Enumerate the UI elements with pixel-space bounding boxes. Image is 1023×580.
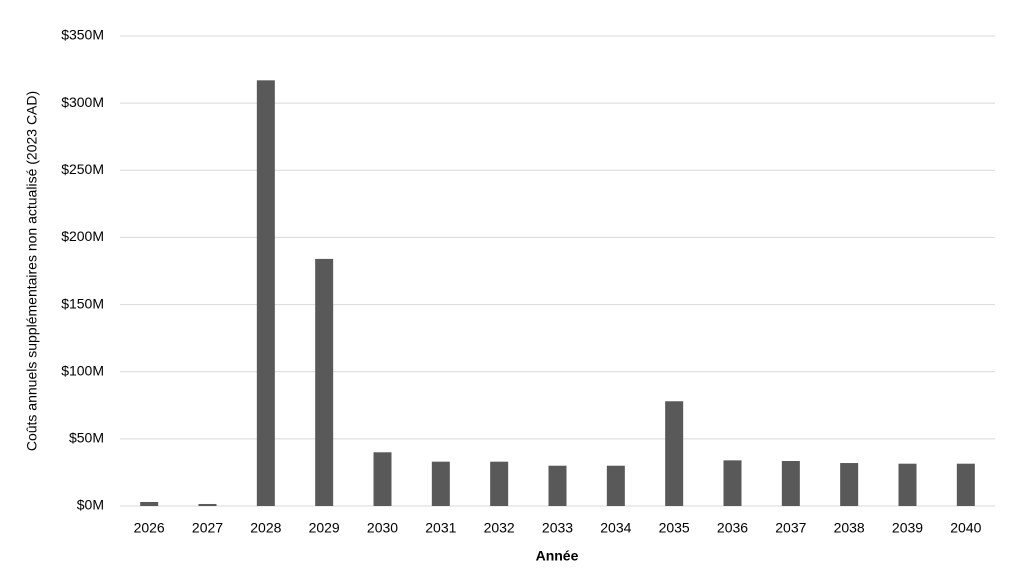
x-tick-label: 2031: [425, 520, 456, 536]
x-tick-label: 2036: [717, 520, 748, 536]
y-tick-label: $50M: [69, 430, 104, 446]
y-tick-label: $300M: [61, 94, 104, 110]
bar: [898, 463, 917, 506]
x-tick-label: 2038: [834, 520, 865, 536]
x-axis-title: Année: [536, 548, 579, 564]
y-tick-label: $0M: [77, 497, 104, 513]
x-tick-label: 2039: [892, 520, 923, 536]
bar: [373, 452, 392, 506]
bar: [431, 461, 450, 506]
y-tick-label: $100M: [61, 362, 104, 378]
bar: [256, 80, 275, 507]
x-tick-label: 2035: [659, 520, 690, 536]
x-tick-label: 2028: [250, 520, 281, 536]
x-tick-label: 2040: [950, 520, 981, 536]
bar: [723, 460, 742, 506]
y-tick-label: $250M: [61, 161, 104, 177]
x-tick-label: 2033: [542, 520, 573, 536]
bar: [665, 401, 684, 506]
bar: [781, 461, 800, 506]
x-tick-label: 2027: [192, 520, 223, 536]
x-tick-label: 2029: [309, 520, 340, 536]
x-tick-label: 2034: [600, 520, 631, 536]
y-tick-label: $350M: [61, 27, 104, 43]
y-axis-title: Coûts annuels supplémentaires non actual…: [24, 91, 40, 451]
x-tick-label: 2037: [775, 520, 806, 536]
bar: [606, 465, 625, 506]
bar: [956, 463, 975, 506]
bar: [490, 461, 509, 506]
bar: [840, 463, 859, 506]
y-tick-label: $200M: [61, 228, 104, 244]
bar: [140, 501, 159, 506]
x-tick-label: 2026: [134, 520, 165, 536]
bar: [315, 258, 334, 506]
y-tick-label: $150M: [61, 295, 104, 311]
x-tick-label: 2030: [367, 520, 398, 536]
bar: [198, 503, 217, 506]
bar: [548, 465, 567, 506]
x-tick-label: 2032: [484, 520, 515, 536]
